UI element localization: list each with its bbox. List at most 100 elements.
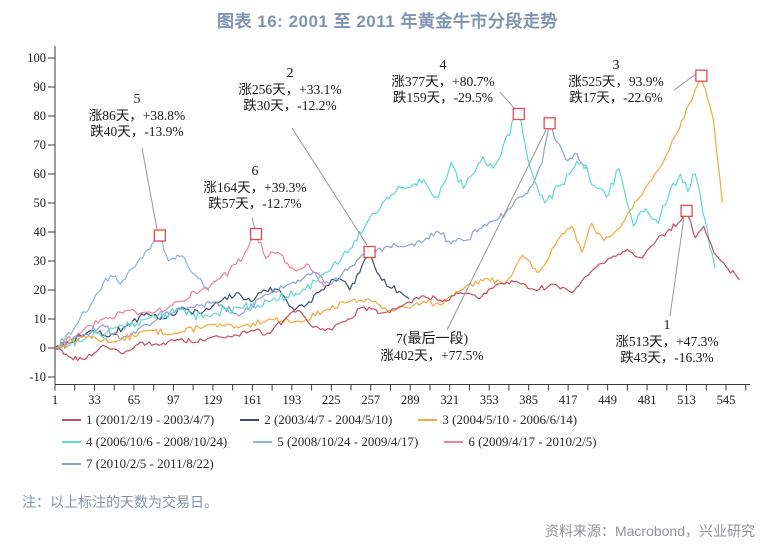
legend-swatch-7 xyxy=(62,463,81,465)
annotation-number: 2 xyxy=(286,66,294,81)
y-tick-label: 90 xyxy=(34,80,47,94)
legend-item-6: 6 (2009/4/17 - 2010/2/5) xyxy=(444,434,597,450)
series-line-6 xyxy=(54,233,327,349)
x-tick-label: 321 xyxy=(440,393,459,407)
legend-item-2: 2 (2003/4/7 - 2004/5/10) xyxy=(240,412,392,428)
legend-swatch-3 xyxy=(418,419,438,421)
legend-label-1: 1 (2001/2/19 - 2003/4/7) xyxy=(86,412,215,427)
annotation-segment-6: 6 涨164天，+39.3% 跌57天，-12.7% xyxy=(203,164,306,212)
footnote: 注：以上标注的天数为交易日。 xyxy=(22,494,218,510)
x-tick-label: 417 xyxy=(559,393,578,407)
y-tick-label: 70 xyxy=(34,138,47,152)
annotation-stat-line: 跌43天，-16.3% xyxy=(620,350,714,365)
y-tick-label: 20 xyxy=(34,283,47,297)
leader-line-7(最后一段) xyxy=(446,129,547,331)
annotation-stat-line: 跌57天，-12.7% xyxy=(208,196,302,211)
annotation-number: 3 xyxy=(612,58,620,73)
y-tick-label: 50 xyxy=(34,196,47,210)
y-tick-label: -10 xyxy=(29,370,46,384)
x-tick-label: 1 xyxy=(52,393,58,407)
annotation-stat-line: 涨513天，+47.3% xyxy=(615,334,719,349)
leader-line-3 xyxy=(673,73,697,91)
legend-label-4: 4 (2006/10/6 - 2008/10/24) xyxy=(86,434,228,449)
chart-title: 图表 16: 2001 至 2011 年黄金牛市分段走势 xyxy=(217,12,558,31)
y-tick-label: 80 xyxy=(34,109,47,123)
legend-swatch-5 xyxy=(253,441,273,443)
leader-line-4 xyxy=(499,91,515,109)
series-line-7 xyxy=(55,122,589,349)
legend-row: 7 (2010/2/5 - 2011/8/22) xyxy=(62,456,597,472)
peak-marker-2 xyxy=(363,245,376,259)
annotation-stat-line: 跌30天，-12.2% xyxy=(243,98,337,113)
annotation-number: 6 xyxy=(251,164,259,179)
source-credit: 资料来源：Macrobond，兴业研究 xyxy=(544,523,755,539)
legend-item-5: 5 (2008/10/24 - 2009/4/17) xyxy=(253,434,418,450)
legend: 1 (2001/2/19 - 2003/4/7) 2 (2003/4/7 - 20… xyxy=(62,412,597,472)
leader-line-5 xyxy=(141,147,158,230)
peak-marker-3 xyxy=(695,69,708,82)
annotation-number: 5 xyxy=(133,92,141,107)
legend-swatch-4 xyxy=(62,441,81,443)
x-tick-label: 193 xyxy=(282,393,301,407)
peak-marker-6 xyxy=(249,227,263,241)
annotation-stat-line: 涨256天，+33.1% xyxy=(238,82,342,97)
x-tick-label: 129 xyxy=(204,393,223,407)
series-line-5 xyxy=(54,234,210,349)
legend-swatch-1 xyxy=(62,419,81,421)
legend-item-3: 3 (2004/5/10 - 2006/6/14) xyxy=(418,412,577,428)
legend-swatch-6 xyxy=(444,441,464,443)
annotation-number: 7(最后一段) xyxy=(395,332,469,347)
y-tick-label: 10 xyxy=(34,312,47,326)
annotation-stat-line: 跌17天，-22.6% xyxy=(569,90,663,105)
peak-marker-5 xyxy=(153,229,166,242)
series-line-1 xyxy=(54,210,741,362)
annotation-stat-line: 涨377天，+80.7% xyxy=(391,74,495,89)
legend-swatch-2 xyxy=(240,419,260,421)
x-tick-label: 33 xyxy=(88,393,101,407)
annotation-segment-3: 3 涨525天，93.9% 跌17天，-22.6% xyxy=(568,58,664,106)
series-line-2 xyxy=(54,251,410,349)
legend-item-7: 7 (2010/2/5 - 2011/8/22) xyxy=(62,456,214,472)
legend-label-2: 2 (2003/4/7 - 2004/5/10) xyxy=(264,412,393,427)
x-tick-label: 353 xyxy=(480,393,499,407)
x-tick-label: 481 xyxy=(638,393,657,407)
annotation-number: 1 xyxy=(663,318,671,333)
legend-label-7: 7 (2010/2/5 - 2011/8/22) xyxy=(86,456,214,471)
legend-label-5: 5 (2008/10/24 - 2009/4/17) xyxy=(277,434,419,449)
annotation-stat-line: 涨402天，+77.5% xyxy=(380,348,484,363)
x-tick-label: 225 xyxy=(322,393,341,407)
x-tick-label: 449 xyxy=(598,393,617,407)
x-tick-label: 65 xyxy=(128,393,141,407)
annotation-segment-4: 4 涨377天，+80.7% 跌159天，-29.5% xyxy=(391,58,494,106)
y-tick-label: 100 xyxy=(27,51,46,65)
y-tick-label: 60 xyxy=(34,167,47,181)
x-tick-label: 97 xyxy=(167,393,180,407)
leader-line-6 xyxy=(251,217,256,230)
annotation-stat-line: 跌159天，-29.5% xyxy=(392,90,494,105)
series-line-3 xyxy=(54,75,723,349)
y-tick-label: 30 xyxy=(34,254,47,268)
annotation-segment-1: 1 涨513天，+47.3% 跌43天，-16.3% xyxy=(615,318,718,366)
y-tick-label: 40 xyxy=(34,225,47,239)
x-tick-label: 161 xyxy=(243,393,262,407)
legend-row: 1 (2001/2/19 - 2003/4/7) 2 (2003/4/7 - 20… xyxy=(62,412,597,428)
legend-label-6: 6 (2009/4/17 - 2010/2/5) xyxy=(468,434,597,449)
series-line-4 xyxy=(54,113,716,350)
legend-label-3: 3 (2004/5/10 - 2006/6/14) xyxy=(442,412,578,427)
leader-line-2 xyxy=(291,127,368,246)
peak-marker-1 xyxy=(680,204,693,217)
legend-item-4: 4 (2006/10/6 - 2008/10/24) xyxy=(62,434,227,450)
annotation-number: 4 xyxy=(439,58,447,73)
annotation-segment-7(最后一段): 7(最后一段) 涨402天，+77.5% xyxy=(380,332,483,364)
x-tick-label: 289 xyxy=(401,393,420,407)
x-tick-label: 257 xyxy=(361,393,380,407)
legend-row: 4 (2006/10/6 - 2008/10/24) 5 (2008/10/24 … xyxy=(62,434,597,450)
peak-marker-7 xyxy=(543,117,556,130)
y-tick-label: 0 xyxy=(40,341,46,355)
x-tick-label: 513 xyxy=(677,393,696,407)
legend-item-1: 1 (2001/2/19 - 2003/4/7) xyxy=(62,412,214,428)
annotation-stat-line: 涨86天，+38.8% xyxy=(88,108,186,123)
annotation-stat-line: 涨164天，+39.3% xyxy=(203,180,307,195)
